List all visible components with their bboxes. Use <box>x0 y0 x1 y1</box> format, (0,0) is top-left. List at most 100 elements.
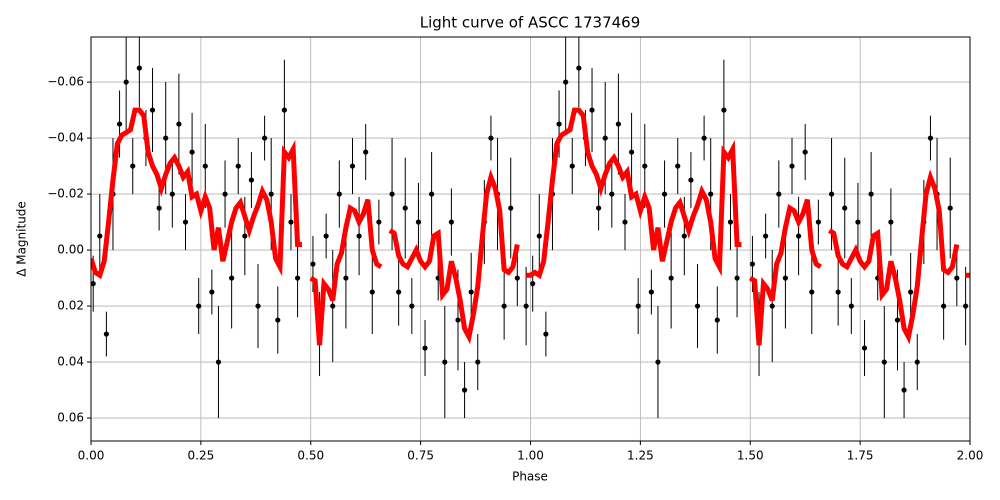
data-point <box>596 205 602 211</box>
data-point <box>163 135 169 141</box>
data-point <box>615 121 622 127</box>
median-line <box>748 198 822 346</box>
data-point <box>288 219 294 225</box>
median-line <box>91 107 302 280</box>
data-point <box>468 289 474 295</box>
data-point <box>802 149 808 155</box>
data-point <box>835 289 841 295</box>
x-tick-label: 0.50 <box>297 449 324 463</box>
x-tick-label: 0.75 <box>407 449 434 463</box>
data-point <box>861 345 868 351</box>
data-point <box>176 121 182 127</box>
data-point <box>556 121 562 127</box>
median-line <box>526 107 742 280</box>
data-point <box>488 135 494 141</box>
ticks: 0.00 0.25 0.50 0.75 1.00 1.25 1.50 1.75 2.00 −0.0… <box>47 75 983 463</box>
data-point <box>809 289 815 295</box>
data-point <box>622 219 628 225</box>
data-point <box>543 331 549 337</box>
data-point <box>569 163 575 169</box>
data-point <box>763 233 769 239</box>
data-point <box>281 107 287 113</box>
data-point <box>235 163 241 169</box>
data-point <box>136 65 142 71</box>
data-point <box>776 191 782 197</box>
data-point <box>536 233 542 239</box>
y-tick-label: 0.04 <box>57 355 84 369</box>
data-point <box>369 289 375 295</box>
data-point <box>842 205 848 211</box>
y-tick-label: −0.04 <box>47 131 84 145</box>
x-tick-label: 1.75 <box>847 449 874 463</box>
data-point <box>734 275 740 281</box>
median-line <box>309 198 383 346</box>
data-point <box>376 219 382 225</box>
x-tick-label: 1.50 <box>737 449 764 463</box>
data-point <box>242 233 248 239</box>
data-point <box>855 219 861 225</box>
data-point <box>954 275 960 281</box>
data-point <box>255 303 261 309</box>
data-point <box>701 135 707 141</box>
data-point <box>409 303 415 309</box>
data-point <box>881 359 887 365</box>
data-point <box>448 219 454 225</box>
data-point <box>782 275 789 281</box>
data-point <box>769 303 775 309</box>
data-point <box>749 261 756 267</box>
data-point <box>661 191 668 197</box>
data-point <box>888 219 894 225</box>
data-point <box>262 135 268 141</box>
data-point <box>209 289 215 295</box>
data-point <box>688 177 694 183</box>
data-point <box>343 275 349 281</box>
data-point <box>189 149 195 155</box>
data-point <box>514 275 520 281</box>
data-point <box>229 275 235 281</box>
data-point <box>91 281 96 287</box>
data-point <box>789 163 795 169</box>
data-point <box>336 191 342 197</box>
data-point <box>675 163 681 169</box>
data-point <box>901 387 907 393</box>
data-point <box>294 275 301 281</box>
data-point <box>123 79 129 85</box>
data-point <box>475 359 481 365</box>
data-point <box>356 233 362 239</box>
data-point <box>323 233 329 239</box>
median-line <box>388 169 520 345</box>
data-point <box>609 191 615 197</box>
data-point <box>202 163 208 169</box>
data-point <box>914 359 920 365</box>
data-point <box>868 191 874 197</box>
data-point <box>602 135 608 141</box>
data-point <box>97 233 103 239</box>
data-point <box>668 275 674 281</box>
median-line <box>828 169 960 345</box>
data-point <box>648 289 654 295</box>
data-point <box>815 219 821 225</box>
y-axis-label: Δ Magnitude <box>15 201 29 277</box>
data-point <box>963 303 969 309</box>
data-point <box>222 191 228 197</box>
y-tick-label: 0.02 <box>57 299 84 313</box>
data-point <box>523 303 529 309</box>
data-point <box>795 233 802 239</box>
data-point <box>455 317 461 323</box>
data-point <box>848 303 854 309</box>
data-point <box>530 281 536 287</box>
data-point <box>275 317 281 323</box>
data-point <box>589 107 595 113</box>
data-point <box>196 303 202 309</box>
data-point <box>330 303 336 309</box>
data-point <box>628 149 635 155</box>
x-tick-label: 2.00 <box>957 449 984 463</box>
data-point <box>268 191 274 197</box>
y-tick-label: −0.02 <box>47 187 84 201</box>
data-point <box>389 191 395 197</box>
data-point <box>402 205 408 211</box>
data-point <box>941 303 947 309</box>
x-tick-label: 1.25 <box>627 449 654 463</box>
data-point <box>396 289 402 295</box>
